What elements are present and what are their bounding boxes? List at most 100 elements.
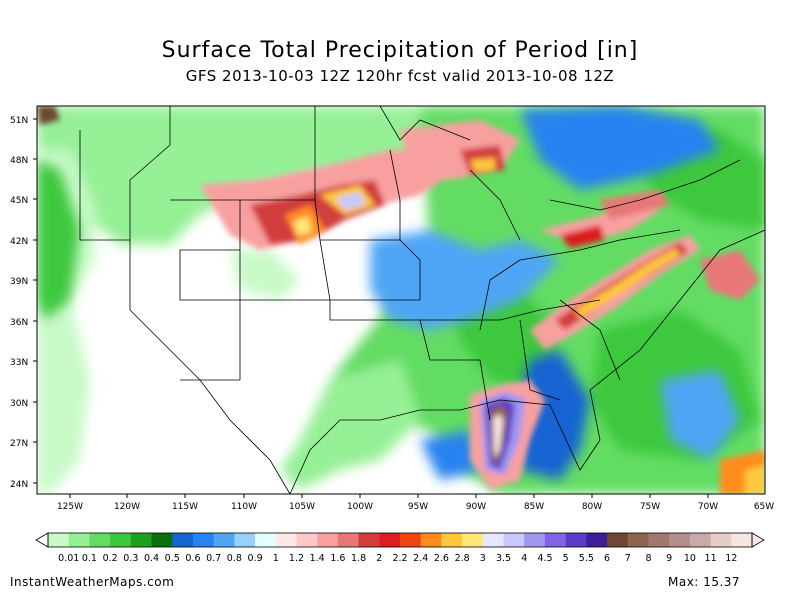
lat-label: 33N [10,358,28,368]
colorbar-swatch [482,533,504,547]
colorbar-swatch [192,533,215,547]
colorbar-level-label: 1.6 [330,553,345,564]
colorbar-level-label: 2.4 [413,553,428,564]
colorbar-level-label: 1.8 [351,553,366,564]
lon-label: 125W [57,502,83,512]
colorbar-level-label: 0.1 [82,553,97,564]
lon-label: 100W [347,502,373,512]
latitude-ticks [33,118,37,484]
colorbar-swatch [544,533,567,547]
lat-label: 36N [10,318,28,328]
colorbar-level-label: 1 [273,553,279,564]
colorbar-swatch [213,533,235,547]
max-label: Max: [668,575,699,589]
colorbar-level-label: 0.9 [248,553,263,564]
colorbar-swatch [358,533,380,547]
lat-label: 39N [10,277,28,287]
longitude-ticks [69,494,709,498]
colorbar-level-label: 4 [521,553,527,564]
colorbar-level-label: 2.8 [455,553,470,564]
lon-label: 90W [466,502,486,512]
colorbar-level-label: 0.01 [58,553,79,564]
colorbar-level-label: 0.5 [165,553,180,564]
colorbar-swatch [151,533,173,547]
longitude-labels: 125W 120W 115W 110W 105W 100W 95W 90W 85… [57,502,774,512]
colorbar-right-arrow [751,532,765,548]
lon-label: 70W [698,502,718,512]
lon-label: 115W [172,502,198,512]
colorbar-level-label: 2.2 [392,553,407,564]
colorbar-level-label: 2 [376,553,382,564]
lon-label: 95W [408,502,428,512]
colorbar-level-label: 3.5 [496,553,511,564]
lon-label: 80W [582,502,602,512]
colorbar-swatch [565,533,587,547]
colorbar-swatch [89,533,111,547]
colorbar-level-label: 2.6 [434,553,449,564]
lat-label: 48N [10,156,28,166]
colorbar-swatch [420,533,442,547]
colorbar-swatch [317,533,339,547]
colorbar-swatch [337,533,359,547]
precip-field [37,106,765,494]
lat-label: 45N [10,196,28,206]
map-title: Surface Total Precipitation of Period [i… [161,38,639,63]
colorbar-frame [47,532,753,548]
map-subtitle: GFS 2013-10-03 12Z 120hr fcst valid 2013… [185,67,615,85]
colorbar-level-label: 0.6 [185,553,200,564]
lat-label: 42N [10,237,28,247]
colorbar-level-label: 0.8 [227,553,242,564]
latitude-labels: 51N 48N 45N 42N 39N 36N 33N 30N 27N 24N [10,116,28,490]
colorbar-level-label: 8 [645,553,651,564]
colorbar-swatch [627,533,649,547]
colorbar-level-label: 3 [480,553,486,564]
colorbar-level-label: 5 [563,553,569,564]
color-legend: 0.01 0.1 0.2 0.3 0.4 0.5 0.6 0.7 0.8 0.9 1 1.2 1.4 1.… [35,532,765,564]
colorbar-level-label: 12 [725,553,737,564]
colorbar-swatch [255,533,277,547]
colorbar-swatch [275,533,297,547]
lat-label: 51N [10,116,28,126]
colorbar-swatch [607,533,629,547]
lon-label: 105W [289,502,315,512]
max-value-readout: Max: 15.37 [668,575,740,589]
colorbar-level-label: 4.5 [537,553,552,564]
colorbar-level-label: 0.3 [123,553,138,564]
colorbar-level-label: 0.7 [206,553,221,564]
colorbar-swatch [731,533,753,547]
colorbar-level-label: 0.4 [144,553,159,564]
colorbar-level-label: 7 [625,553,631,564]
lon-label: 75W [640,502,660,512]
colorbar-swatch [172,533,194,547]
lon-label: 110W [231,502,257,512]
colorbar-swatch [669,533,691,547]
colorbar-swatch [441,533,463,547]
colorbar-swatch [503,533,525,547]
lat-label: 24N [10,480,28,490]
colorbar-level-label: 9 [666,553,672,564]
colorbar-swatch [130,533,152,547]
colorbar-level-label: 11 [705,553,717,564]
colorbar-level-label: 6 [604,553,610,564]
colorbar-swatch [400,533,422,547]
lon-label: 85W [524,502,544,512]
colorbar-swatch [48,533,70,547]
lon-label: 65W [754,502,774,512]
colorbar-swatch [524,533,546,547]
colorbar-swatch [379,533,401,547]
max-value: 15.37 [703,575,741,589]
source-credit: InstantWeatherMaps.com [10,575,175,589]
colorbar-left-arrow [35,532,49,548]
lon-label: 120W [114,502,140,512]
colorbar-swatch [296,533,318,547]
lat-label: 27N [10,439,28,449]
colorbar-swatch [462,533,484,547]
lat-label: 30N [10,399,28,409]
colorbar-swatch [710,533,732,547]
state-boundaries [79,106,765,494]
map-frame [36,105,766,495]
colorbar-swatch [689,533,711,547]
colorbar-level-label: 1.2 [289,553,304,564]
colorbar-level-label: 0.2 [103,553,118,564]
